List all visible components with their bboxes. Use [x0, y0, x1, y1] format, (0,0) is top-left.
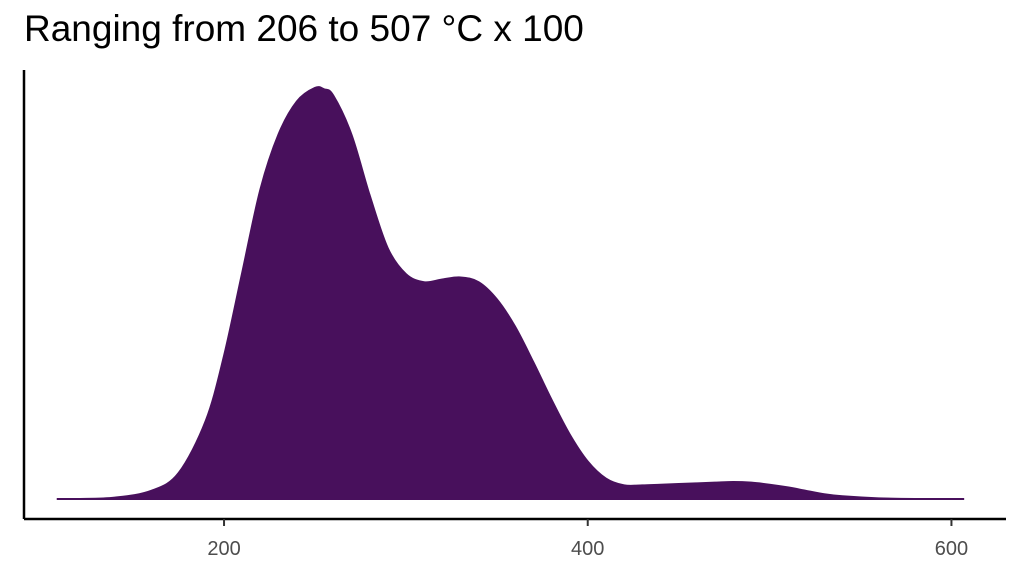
x-axis-ticks: 200 400 600 — [207, 519, 968, 560]
density-area — [56, 86, 965, 500]
x-tick-label: 400 — [571, 538, 604, 560]
x-tick-label: 200 — [207, 538, 240, 560]
chart-title: Ranging from 206 to 507 °C x 100 — [24, 8, 584, 49]
x-tick-label: 600 — [935, 538, 968, 560]
